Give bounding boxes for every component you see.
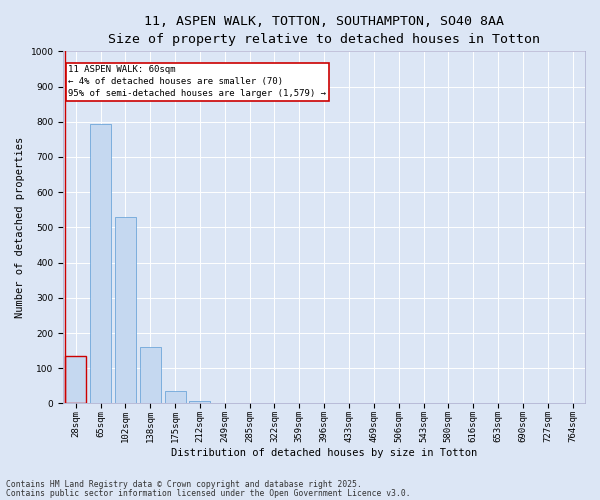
Bar	[190, 400, 211, 404]
Bar	[115, 217, 136, 404]
Text: Contains public sector information licensed under the Open Government Licence v3: Contains public sector information licen…	[6, 489, 410, 498]
Title: 11, ASPEN WALK, TOTTON, SOUTHAMPTON, SO40 8AA
Size of property relative to detac: 11, ASPEN WALK, TOTTON, SOUTHAMPTON, SO4…	[108, 15, 540, 46]
Text: 11 ASPEN WALK: 60sqm
← 4% of detached houses are smaller (70)
95% of semi-detach: 11 ASPEN WALK: 60sqm ← 4% of detached ho…	[68, 66, 326, 98]
Bar	[90, 124, 111, 404]
Y-axis label: Number of detached properties: Number of detached properties	[15, 137, 25, 318]
Bar	[65, 356, 86, 404]
Bar	[140, 347, 161, 404]
X-axis label: Distribution of detached houses by size in Totton: Distribution of detached houses by size …	[171, 448, 477, 458]
Text: Contains HM Land Registry data © Crown copyright and database right 2025.: Contains HM Land Registry data © Crown c…	[6, 480, 362, 489]
Bar	[164, 391, 185, 404]
